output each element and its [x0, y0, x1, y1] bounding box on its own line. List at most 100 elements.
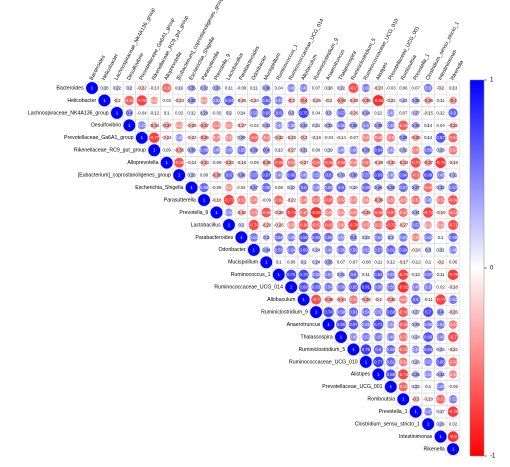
value-label: 0.57 — [374, 247, 383, 252]
correlation-circle — [448, 295, 458, 305]
correlation-circle — [361, 307, 371, 317]
value-label: -0.36 — [199, 135, 209, 140]
value-label: -0.76 — [137, 98, 147, 103]
correlation-circle — [362, 96, 370, 105]
correlation-circle — [323, 157, 334, 168]
correlation-circle — [262, 159, 270, 167]
correlation-circle — [300, 146, 307, 154]
value-label: 0.61 — [387, 359, 396, 364]
value-label: 0.45 — [424, 197, 433, 202]
correlation-circle — [349, 332, 358, 342]
value-label: 1 — [116, 110, 119, 115]
correlation-circle — [398, 207, 408, 218]
value-label: -0.37 — [162, 123, 172, 128]
value-label: 1 — [377, 372, 380, 377]
correlation-circle — [239, 86, 244, 90]
value-label: 0.49 — [275, 98, 284, 103]
value-label: 0.5 — [425, 85, 432, 90]
value-label: 0.38 — [187, 98, 196, 103]
correlation-circle — [274, 232, 284, 242]
correlation-circle — [361, 320, 371, 329]
correlation-circle — [411, 195, 421, 205]
value-label: -0.08 — [361, 260, 371, 265]
correlation-circle — [311, 183, 321, 192]
correlation-circle — [423, 170, 434, 181]
correlation-circle — [411, 283, 420, 292]
correlation-circle — [325, 258, 333, 266]
correlation-circle — [414, 86, 418, 90]
value-label: 0.41 — [175, 135, 184, 140]
correlation-circle — [423, 332, 434, 342]
row-label: Ruminococcaceae_UCG_010 — [289, 359, 358, 365]
correlation-circle — [398, 183, 408, 193]
correlation-circle — [238, 160, 244, 166]
value-label: -0.37 — [199, 123, 209, 128]
row-label: [Eubacterium]_coprostanoligenes_group — [78, 173, 171, 179]
correlation-circle — [349, 195, 358, 205]
correlation-circle — [200, 109, 208, 117]
value-label: -0.54 — [349, 297, 359, 302]
correlation-circle — [361, 245, 371, 255]
correlation-circle — [249, 208, 259, 217]
value-label: 0.66 — [287, 173, 296, 178]
correlation-circle — [399, 134, 407, 142]
correlation-circle — [398, 307, 409, 318]
correlation-circle — [398, 382, 408, 392]
correlation-circle — [336, 282, 346, 292]
value-label: -0.22 — [137, 85, 147, 90]
row-label: Ruminococcus_1 — [231, 272, 271, 278]
correlation-circle — [261, 95, 271, 106]
correlation-circle — [124, 95, 135, 106]
value-label: -0.29 — [349, 98, 359, 103]
correlation-circle — [286, 170, 297, 181]
correlation-circle — [360, 344, 372, 355]
value-label: -0.7 — [312, 297, 320, 302]
value-label: -0.84 — [373, 98, 383, 103]
value-label: 0.48 — [212, 148, 221, 153]
correlation-circle — [425, 110, 431, 116]
correlation-circle — [412, 209, 420, 216]
value-label: 0.39 — [362, 148, 371, 153]
correlation-circle — [439, 286, 442, 289]
correlation-circle — [447, 443, 460, 456]
value-label: 0.56 — [275, 235, 284, 240]
value-label: 0.17 — [436, 409, 445, 414]
row-label: Desulfovibrio — [91, 123, 121, 129]
value-label: 0.48 — [299, 85, 308, 90]
value-label: 0.24 — [312, 247, 321, 252]
value-label: 0.48 — [412, 285, 421, 290]
value-label: -0.7 — [350, 85, 358, 90]
correlation-circle — [213, 197, 220, 203]
value-label: -0.05 — [212, 110, 222, 115]
correlation-circle — [126, 85, 133, 91]
value-label: 0.32 — [324, 123, 333, 128]
value-label: -0.61 — [398, 347, 408, 352]
correlation-circle — [274, 195, 284, 205]
correlation-circle — [223, 194, 235, 206]
value-label: 0.5 — [425, 285, 432, 290]
correlation-circle — [386, 270, 396, 280]
correlation-circle — [398, 319, 409, 330]
value-label: 0.76 — [362, 347, 371, 352]
value-label: -0.16 — [311, 135, 321, 140]
value-label: -0.47 — [349, 197, 359, 202]
correlation-circle — [386, 133, 396, 143]
correlation-circle — [424, 96, 432, 105]
correlation-circle — [423, 83, 433, 93]
value-label: 0.64 — [399, 173, 408, 178]
correlation-circle — [413, 260, 418, 265]
correlation-circle — [148, 144, 161, 157]
value-label: -0.71 — [448, 222, 458, 227]
value-label: -0.77 — [436, 297, 446, 302]
correlation-circle — [137, 121, 146, 130]
correlation-circle — [349, 233, 358, 242]
value-label: 0.65 — [349, 285, 358, 290]
correlation-circle — [386, 146, 395, 155]
correlation-circle — [386, 245, 396, 255]
value-label: -0.71 — [411, 160, 421, 165]
value-label: 0.09 — [163, 148, 172, 153]
value-label: 0.11 — [437, 98, 446, 103]
value-label: 0.36 — [237, 173, 246, 178]
correlation-circle — [373, 133, 383, 143]
value-label: 0.69 — [299, 285, 308, 290]
